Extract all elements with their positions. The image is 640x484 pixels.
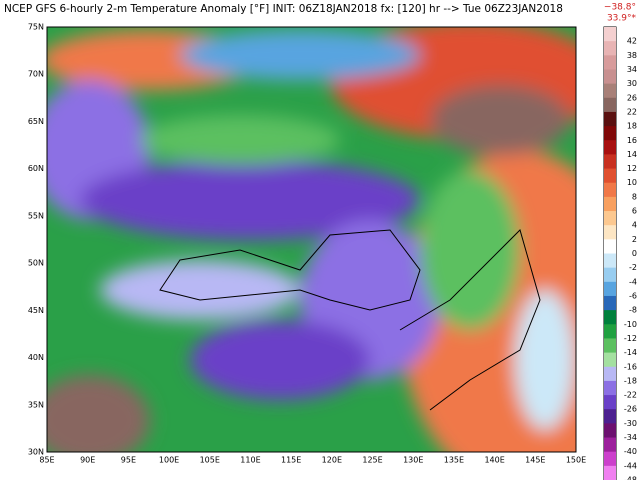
colorbar-label: -44 [624, 461, 637, 470]
colorbar-cell [604, 324, 616, 339]
colorbar-label: 26 [627, 93, 637, 102]
lon-label: 120E [322, 456, 342, 465]
lon-label: 145E [525, 456, 545, 465]
colorbar-cell [604, 140, 616, 155]
colorbar-cell [604, 380, 616, 396]
colorbar-label: 8 [632, 192, 637, 201]
lat-label: 65N [28, 117, 44, 126]
colorbar-cell [604, 154, 616, 170]
colorbar-label: 18 [627, 122, 637, 131]
colorbar-cell [604, 97, 616, 113]
colorbar-label: 16 [627, 136, 637, 145]
colorbar-label: -2 [629, 263, 637, 272]
lon-label: 150E [566, 456, 586, 465]
lat-label: 45N [28, 306, 44, 315]
lon-label: 85E [39, 456, 54, 465]
colorbar-label: -6 [629, 291, 637, 300]
lon-label: 100E [159, 456, 179, 465]
colorbar-cell [604, 182, 616, 198]
colorbar-cell [604, 253, 616, 269]
lon-label: 130E [403, 456, 423, 465]
lat-label: 55N [28, 211, 44, 220]
lat-label: 30N [28, 448, 44, 457]
colorbar-cell [604, 69, 616, 85]
lon-label: 135E [444, 456, 464, 465]
colorbar-cell [604, 338, 616, 354]
colorbar-cell [604, 437, 616, 453]
colorbar-label: 12 [627, 164, 637, 173]
colorbar-label: 6 [632, 207, 637, 216]
colorbar-label: -30 [624, 419, 637, 428]
lat-label: 40N [28, 353, 44, 362]
colorbar-label: -18 [624, 376, 637, 385]
colorbar-label: 22 [627, 107, 637, 116]
colorbar-label: -4 [629, 277, 637, 286]
colorbar-cell [604, 83, 616, 99]
colorbar-label: 38 [627, 51, 637, 60]
colorbar-cell [604, 211, 616, 226]
lon-label: 95E [121, 456, 136, 465]
colorbar-cell [604, 239, 616, 254]
colorbar-label: -40 [624, 447, 637, 456]
colorbar-cell [604, 281, 616, 297]
lat-label: 50N [28, 259, 44, 268]
colorbar-label: -48 [624, 476, 637, 481]
colorbar-cell [604, 295, 616, 311]
lat-label: 70N [28, 70, 44, 79]
colorbar-cell [604, 27, 616, 42]
colorbar-label: -12 [624, 334, 637, 343]
colorbar-cell [604, 451, 616, 467]
colorbar-cell [604, 409, 616, 424]
title: NCEP GFS 6-hourly 2-m Temperature Anomal… [4, 3, 563, 15]
colorbar-label: -10 [624, 320, 637, 329]
lat-label: 60N [28, 164, 44, 173]
colorbar-label: 34 [627, 65, 637, 74]
map-field [47, 27, 576, 452]
colorbar-cell [604, 366, 616, 382]
colorbar-cell [604, 41, 616, 56]
colorbar-label: 4 [632, 221, 637, 230]
colorbar-cell [604, 55, 616, 70]
lon-label: 105E [200, 456, 220, 465]
lon-label: 90E [80, 456, 95, 465]
colorbar-cell [604, 395, 616, 410]
colorbar-cell [604, 111, 616, 127]
colorbar-cell [604, 352, 616, 368]
map-frame [46, 26, 577, 453]
lon-label: 115E [281, 456, 301, 465]
max-value: 33.9°* [607, 14, 637, 24]
colorbar-label: -8 [629, 306, 637, 315]
colorbar-cell [604, 225, 616, 240]
colorbar-cell [604, 168, 616, 184]
colorbar-label: -34 [624, 433, 637, 442]
colorbar-label: -14 [624, 348, 637, 357]
colorbar-label: 30 [627, 79, 637, 88]
lon-label: 110E [240, 456, 260, 465]
colorbar-label: 14 [627, 150, 637, 159]
colorbar-cell [604, 126, 616, 141]
colorbar-cell [604, 465, 616, 481]
colorbar-label: -16 [624, 362, 637, 371]
lon-label: 140E [484, 456, 504, 465]
colorbar-label: -22 [624, 391, 637, 400]
colorbar-cell [604, 196, 616, 212]
lat-label: 35N [28, 400, 44, 409]
colorbar-label: -26 [624, 405, 637, 414]
min-value: −38.8° [604, 3, 636, 13]
colorbar-label: 2 [632, 235, 637, 244]
lat-label: 75N [28, 23, 44, 32]
colorbar-cell [604, 423, 616, 439]
colorbar-label: 10 [627, 178, 637, 187]
colorbar-label: 0 [632, 249, 637, 258]
colorbar-cell [604, 310, 616, 325]
colorbar-label: 42 [627, 37, 637, 46]
lon-label: 125E [362, 456, 382, 465]
colorbar-cell [604, 267, 616, 283]
